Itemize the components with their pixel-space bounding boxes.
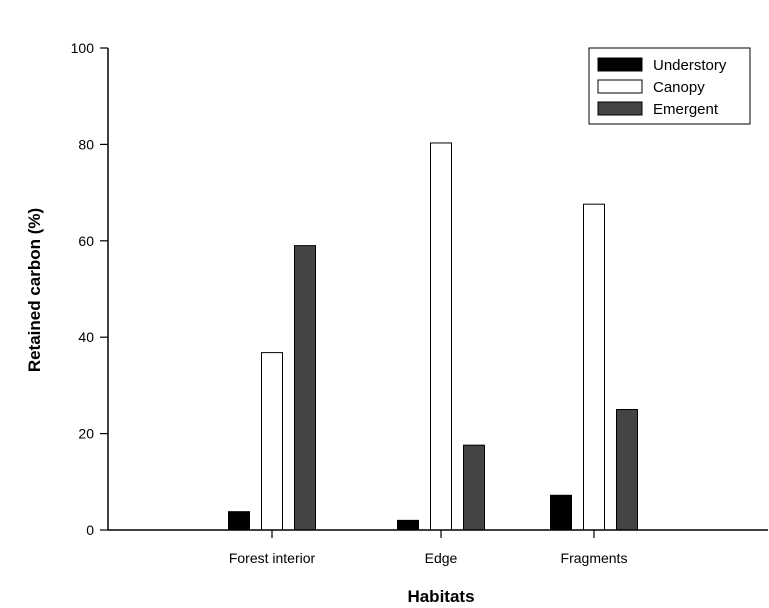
bar-emergent-3 (616, 409, 638, 531)
bar-canopy-1 (261, 352, 283, 531)
legend-swatch-canopy (597, 79, 643, 94)
y-tick-label: 100 (71, 40, 95, 56)
y-tick-label: 40 (78, 329, 94, 345)
bar-understory-1 (228, 511, 250, 531)
x-tick-label: Forest interior (229, 550, 316, 566)
bars-group (228, 142, 638, 531)
legend-swatch-understory (597, 57, 643, 72)
legend-swatch-emergent (597, 101, 643, 116)
legend-label-understory: Understory (653, 57, 727, 74)
y-tick-label: 20 (78, 426, 94, 442)
bar-understory-2 (397, 519, 419, 531)
x-tick-label: Fragments (561, 550, 628, 566)
y-axis-title: Retained carbon (%) (25, 208, 44, 372)
legend-label-emergent: Emergent (653, 101, 719, 118)
legend: Understory Canopy Emergent (588, 47, 751, 125)
bar-canopy-3 (583, 203, 605, 531)
bar-emergent-2 (463, 444, 485, 531)
x-tick-label: Edge (425, 550, 458, 566)
bar-canopy-2 (430, 142, 452, 531)
x-axis-title: Habitats (407, 587, 474, 606)
legend-label-canopy: Canopy (653, 79, 705, 96)
bar-emergent-1 (294, 245, 316, 531)
y-tick-label: 60 (78, 233, 94, 249)
bar-understory-3 (550, 494, 572, 531)
x-axis: Forest interior Edge Fragments (108, 529, 768, 566)
y-tick-label: 80 (78, 136, 94, 152)
y-axis: 0 20 40 60 80 100 (71, 40, 109, 538)
y-tick-label: 0 (86, 522, 94, 538)
